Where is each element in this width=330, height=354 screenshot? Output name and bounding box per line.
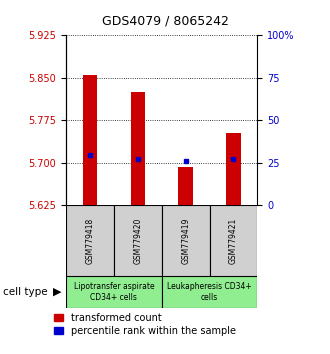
Text: Lipotransfer aspirate
CD34+ cells: Lipotransfer aspirate CD34+ cells (74, 282, 154, 302)
Text: GSM779418: GSM779418 (85, 218, 94, 264)
Text: ▶: ▶ (52, 287, 61, 297)
Bar (131, 92, 145, 205)
Text: Leukapheresis CD34+
cells: Leukapheresis CD34+ cells (167, 282, 252, 302)
Bar (210, 205, 257, 276)
Bar (66, 276, 162, 308)
Bar (66, 205, 114, 276)
Text: GSM779420: GSM779420 (133, 217, 142, 264)
Bar (226, 133, 241, 205)
Bar (83, 75, 97, 205)
Text: cell type: cell type (3, 287, 48, 297)
Bar (114, 205, 162, 276)
Text: GDS4079 / 8065242: GDS4079 / 8065242 (102, 14, 228, 27)
Bar (162, 205, 210, 276)
Bar (162, 276, 257, 308)
Text: GSM779419: GSM779419 (181, 217, 190, 264)
Bar (179, 167, 193, 205)
Text: GSM779421: GSM779421 (229, 218, 238, 264)
Legend: transformed count, percentile rank within the sample: transformed count, percentile rank withi… (54, 313, 236, 336)
